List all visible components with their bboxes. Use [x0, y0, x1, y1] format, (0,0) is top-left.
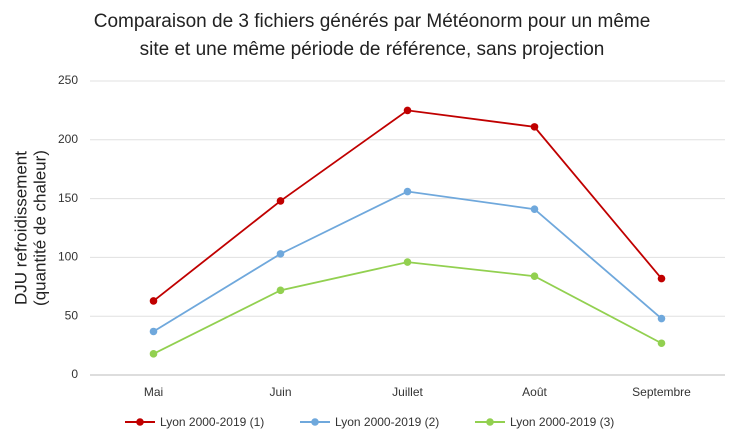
y-tick-label: 250 [58, 73, 78, 87]
y-tick-label: 50 [65, 308, 79, 322]
x-tick-label: Juin [269, 385, 291, 399]
legend-label: Lyon 2000-2019 (1) [160, 415, 264, 429]
data-point [276, 286, 285, 295]
x-tick-label: Mai [144, 385, 163, 399]
data-point [276, 197, 285, 205]
data-point [657, 339, 666, 348]
x-tick-label: Août [522, 385, 547, 399]
y-tick-label: 200 [58, 132, 78, 146]
data-point [530, 123, 539, 131]
data-point [530, 205, 539, 213]
y-axis-label: (quantité de chaleur) [30, 150, 49, 306]
data-point [149, 327, 158, 336]
data-point [657, 314, 666, 323]
data-point [403, 258, 412, 266]
legend-swatch [486, 418, 494, 426]
legend-label: Lyon 2000-2019 (3) [510, 415, 614, 429]
x-tick-label: Juillet [392, 385, 423, 399]
y-axis-label: DJU refroidissement [11, 151, 30, 305]
chart-title: site et une même période de référence, s… [140, 39, 605, 60]
y-tick-label: 150 [58, 191, 78, 205]
y-tick-label: 0 [71, 367, 78, 381]
x-tick-label: Septembre [632, 385, 691, 399]
data-point [530, 272, 539, 281]
data-point [276, 250, 285, 258]
data-point [403, 187, 412, 196]
chart-title: Comparaison de 3 fichiers générés par Mé… [94, 11, 651, 32]
legend-swatch [136, 418, 144, 426]
legend-swatch [311, 418, 319, 426]
y-tick-label: 100 [58, 250, 78, 264]
data-point [149, 350, 158, 358]
series-line [152, 109, 663, 302]
series-line [153, 261, 662, 355]
legend-label: Lyon 2000-2019 (2) [335, 415, 439, 429]
data-point [403, 106, 412, 115]
data-point [657, 274, 666, 283]
data-point [149, 297, 158, 305]
